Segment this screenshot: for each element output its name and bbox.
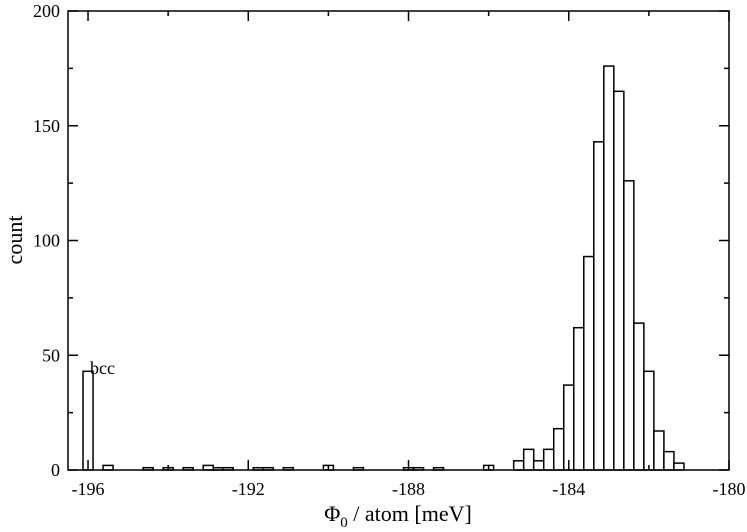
histogram-bar-24 xyxy=(583,255,595,471)
y-tick-label-3: 150 xyxy=(33,116,60,136)
x-axis-label-subscript: 0 xyxy=(340,515,348,531)
histogram-bar-17 xyxy=(512,460,525,471)
histogram-bar-30 xyxy=(643,370,655,471)
y-tick-label-0: 0 xyxy=(51,460,60,480)
x-tick-label-0: -196 xyxy=(72,479,105,499)
histogram-bar-18 xyxy=(522,448,535,471)
histogram-bar-23 xyxy=(573,326,585,471)
histogram-bar-22 xyxy=(563,384,575,471)
histogram-bar-27 xyxy=(613,90,625,471)
histogram-bar-19 xyxy=(532,460,545,471)
histogram-bar-28 xyxy=(623,180,635,471)
x-axis-label-symbol: Φ xyxy=(324,501,340,526)
histogram-bar-29 xyxy=(633,322,645,471)
x-tick-label-1: -192 xyxy=(232,479,265,499)
annotations: bcc xyxy=(90,358,115,378)
x-tick-label-4: -180 xyxy=(713,479,746,499)
histogram-bar-32 xyxy=(663,450,675,471)
y-tick-label-2: 100 xyxy=(33,231,60,251)
x-tick-label-2: -188 xyxy=(392,479,425,499)
x-tick-label-3: -184 xyxy=(552,479,585,499)
histogram-bar-21 xyxy=(552,427,565,471)
histogram-bar-26 xyxy=(603,65,615,471)
x-axis-label: Φ0 / atom [meV] xyxy=(324,501,472,531)
histogram-bar-25 xyxy=(593,141,605,471)
y-axis-label: count xyxy=(2,216,27,265)
y-tick-label-4: 200 xyxy=(33,1,60,21)
histogram-bars xyxy=(82,65,685,471)
x-axis-label-rest: / atom [meV] xyxy=(348,501,472,526)
annotation-0: bcc xyxy=(90,358,115,378)
histogram-bar-0 xyxy=(82,370,94,471)
y-tick-label-1: 50 xyxy=(42,345,60,365)
histogram-bar-31 xyxy=(653,430,665,471)
histogram-bar-33 xyxy=(673,462,685,471)
histogram-bar-20 xyxy=(542,448,555,471)
axis-ticks: -196 -192 -188 -184 -180 0 50 100 150 200 xyxy=(33,1,746,499)
